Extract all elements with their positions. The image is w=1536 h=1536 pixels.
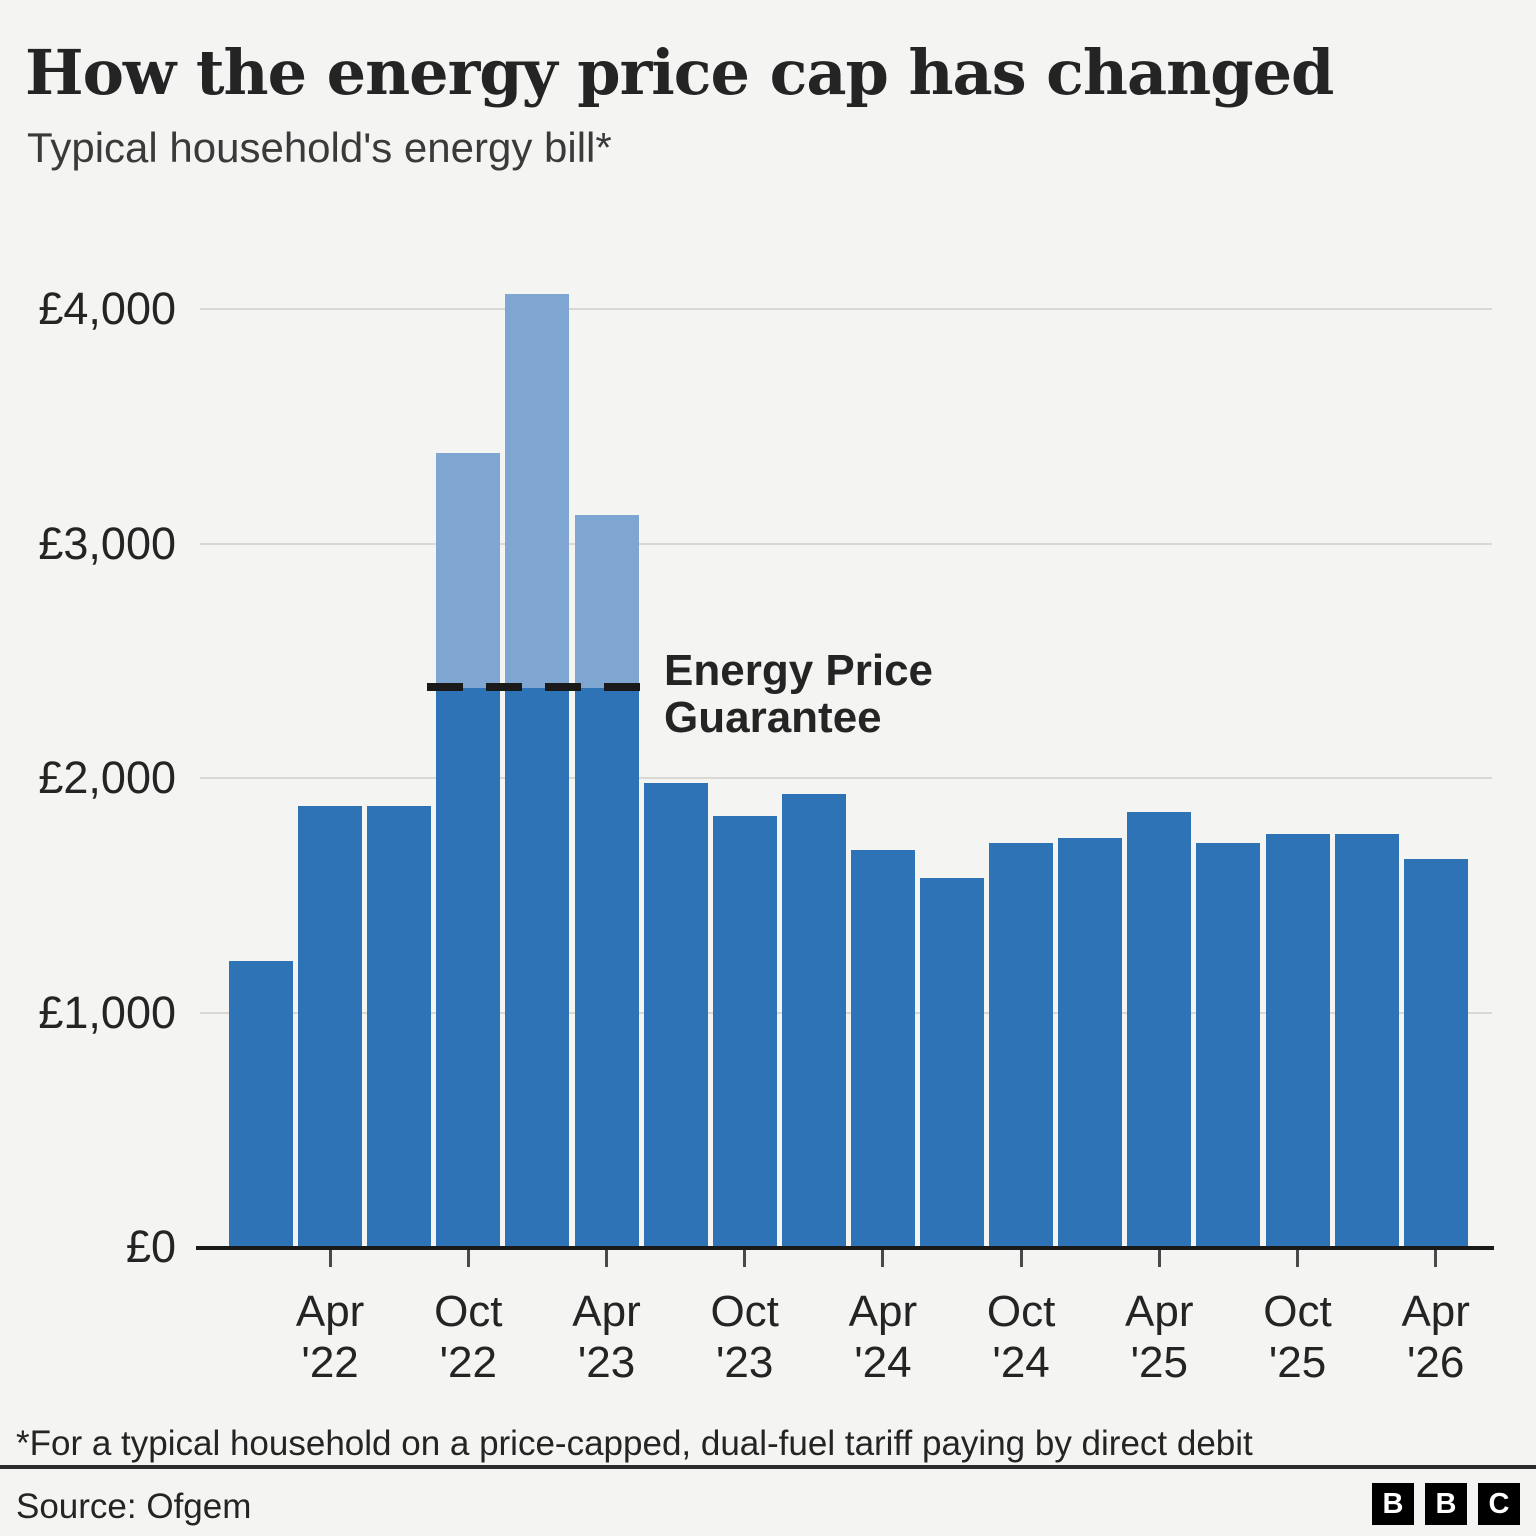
- source-credit: Source: Ofgem: [16, 1487, 252, 1526]
- bbc-logo-letter-c: C: [1478, 1483, 1520, 1525]
- x-label-year: '26: [1407, 1338, 1465, 1388]
- footer-divider: [0, 1465, 1536, 1469]
- bar-above-epg-oct-22: [436, 453, 501, 688]
- x-axis-label-oct-25: Oct '25: [1218, 1286, 1378, 1388]
- epg-label-line1: Energy Price: [664, 646, 934, 695]
- chart-subtitle: Typical household's energy bill*: [27, 124, 612, 171]
- bar-jan-25: [1058, 838, 1123, 1246]
- bbc-logo: B B C: [1372, 1483, 1520, 1525]
- x-tick-apr-23: [605, 1250, 608, 1267]
- chart-title: How the energy price cap has changed: [25, 36, 1334, 109]
- x-tick-apr-24: [881, 1250, 885, 1267]
- bar-apr-25: [1127, 812, 1192, 1246]
- bbc-logo-letter-b1: B: [1372, 1483, 1414, 1525]
- x-label-month: Apr: [1401, 1287, 1470, 1336]
- x-label-year: '25: [1130, 1338, 1188, 1388]
- x-axis-label-apr-26: Apr '26: [1356, 1286, 1516, 1388]
- x-axis-label-oct-24: Oct '24: [941, 1286, 1101, 1388]
- x-axis-label-apr-22: Apr '22: [250, 1286, 410, 1388]
- x-tick-oct-22: [466, 1250, 470, 1267]
- x-label-month: Apr: [1125, 1287, 1194, 1336]
- bar-oct-25: [1265, 834, 1330, 1246]
- gridline-2000: [200, 777, 1492, 779]
- y-axis-label-0: £0: [125, 1220, 176, 1272]
- bar-oct-22: [436, 687, 501, 1246]
- bar-jul-22: [367, 805, 432, 1246]
- bar-jan-22: [229, 960, 293, 1246]
- x-label-month: Apr: [848, 1287, 918, 1336]
- bar-jul-25: [1196, 842, 1261, 1246]
- x-axis-label-apr-25: Apr '25: [1079, 1286, 1239, 1388]
- x-axis-label-apr-23: Apr '23: [527, 1286, 687, 1388]
- x-axis-label-oct-22: Oct '22: [388, 1286, 548, 1388]
- x-tick-oct-25: [1296, 1250, 1299, 1267]
- bar-jul-23: [643, 782, 708, 1246]
- x-axis-line: [196, 1246, 1494, 1250]
- x-tick-oct-23: [743, 1250, 747, 1267]
- x-label-year: '24: [854, 1338, 912, 1388]
- x-label-year: '24: [992, 1338, 1050, 1388]
- bar-jul-24: [920, 878, 984, 1246]
- bbc-logo-letter-b2: B: [1425, 1483, 1467, 1525]
- x-label-month: Apr: [295, 1287, 365, 1336]
- bar-apr-23: [574, 687, 639, 1246]
- x-label-year: '22: [439, 1338, 497, 1388]
- epg-label-line2: Guarantee: [664, 692, 882, 742]
- epg-label: Energy Price Guarantee: [664, 646, 934, 742]
- y-axis-label-4000: £4,000: [38, 282, 176, 334]
- bar-jan-23: [505, 687, 570, 1246]
- y-axis-label-3000: £3,000: [38, 517, 176, 569]
- footnote: *For a typical household on a price-capp…: [16, 1424, 1253, 1463]
- bar-jan-24: [781, 793, 846, 1246]
- bar-apr-22: [298, 805, 363, 1246]
- y-axis-label-1000: £1,000: [38, 986, 176, 1038]
- x-label-year: '23: [577, 1338, 636, 1388]
- x-label-month: Oct: [1263, 1287, 1332, 1336]
- x-label-month: Oct: [710, 1287, 779, 1336]
- x-label-year: '22: [301, 1338, 359, 1388]
- gridline-1000: [200, 1011, 1492, 1014]
- x-axis-label-oct-23: Oct '23: [665, 1286, 825, 1388]
- x-axis-label-apr-24: Apr '24: [803, 1286, 963, 1388]
- bar-oct-24: [989, 843, 1054, 1246]
- epg-dashed-line: [427, 683, 650, 691]
- bar-jan-26: [1334, 833, 1399, 1246]
- bar-above-epg-jan-23: [505, 294, 570, 688]
- bar-apr-24: [850, 849, 915, 1246]
- x-label-month: Oct: [434, 1287, 503, 1336]
- x-tick-apr-26: [1434, 1250, 1438, 1267]
- x-label-year: '23: [716, 1338, 774, 1388]
- gridline-3000: [200, 542, 1492, 545]
- x-label-year: '25: [1268, 1338, 1327, 1388]
- x-label-month: Apr: [572, 1287, 641, 1336]
- gridline-4000: [200, 308, 1492, 310]
- x-tick-apr-25: [1157, 1250, 1161, 1267]
- bar-oct-23: [712, 815, 777, 1246]
- x-label-month: Oct: [986, 1287, 1056, 1336]
- bar-above-epg-apr-23: [574, 515, 639, 688]
- x-tick-oct-24: [1019, 1250, 1023, 1267]
- x-tick-apr-22: [328, 1250, 332, 1267]
- y-axis-label-2000: £2,000: [38, 751, 176, 803]
- bar-apr-26: [1403, 859, 1468, 1246]
